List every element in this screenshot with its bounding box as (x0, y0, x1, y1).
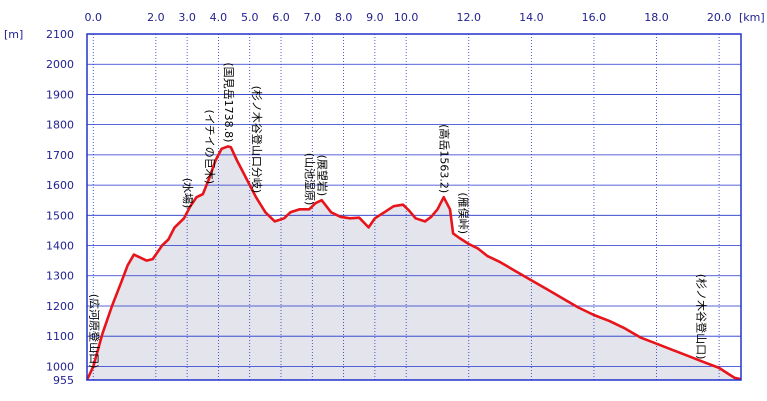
profile-area (87, 146, 741, 380)
peak-annotation: (雁俣峠) (457, 192, 471, 234)
plot-frame (86, 33, 742, 381)
x-tick-label: 5.0 (241, 11, 259, 24)
x-tick-label: 7.0 (304, 11, 322, 24)
y-tick-label: 1800 (46, 119, 74, 132)
y-tick-label: 1900 (46, 88, 74, 101)
x-axis-unit: [km] (739, 11, 765, 24)
y-tick-label: 1600 (46, 179, 74, 192)
profile-area-layer (87, 146, 741, 380)
grid-layer (87, 34, 741, 380)
x-tick-label: 9.0 (366, 11, 384, 24)
x-tick-label: 18.0 (644, 11, 669, 24)
peak-annotation: (展望岩) (316, 155, 330, 197)
x-tick-label: 2.0 (147, 11, 165, 24)
x-tick-label: 14.0 (519, 11, 544, 24)
elevation-line (85, 145, 742, 381)
y-tick-label: 1100 (46, 330, 74, 343)
x-tick-label: 20.0 (707, 11, 732, 24)
profile-line-layer (85, 145, 742, 381)
peak-annotation: (国見岳1738.8) (222, 62, 235, 142)
x-tick-label: 4.0 (210, 11, 228, 24)
x-tick-label: 3.0 (178, 11, 196, 24)
y-tick-label: 2000 (46, 58, 74, 71)
peak-annotation: (杉ノ木谷登山口分岐) (250, 86, 264, 194)
peak-annotation: (高岳1563.2) (438, 124, 452, 193)
peak-annotation: (イチイの巨木) (203, 110, 216, 185)
x-tick-label: 0.0 (85, 11, 103, 24)
x-axis-ticks: 0.0 2.0 3.0 4.0 5.0 6.0 7.0 8.0 9.0 10.0 12.0 14.0 1… (85, 11, 732, 24)
y-tick-label: 1000 (46, 360, 74, 373)
peak-annotation: (広河原登山口) (87, 294, 101, 369)
y-tick-label: 1200 (46, 300, 74, 313)
annotations-layer: (広河原登山口) (水場) (イチイの巨木) (国見岳1738.8) (杉ノ木谷登山口分… (87, 62, 708, 368)
x-tick-label: 16.0 (582, 11, 607, 24)
y-tick-label: 1400 (46, 240, 74, 253)
peak-annotation: (山池湿原) (303, 153, 316, 206)
peak-annotation: (杉ノ木谷登山口) (694, 274, 708, 360)
y-tick-label: 2100 (46, 28, 74, 41)
y-tick-label: 1700 (46, 149, 74, 162)
y-tick-label: 955 (53, 374, 74, 387)
y-tick-label: 1300 (46, 270, 74, 283)
x-tick-label: 6.0 (272, 11, 290, 24)
x-tick-label: 12.0 (457, 11, 482, 24)
y-axis-unit: [m] (4, 28, 23, 41)
x-tick-label: 10.0 (394, 11, 419, 24)
y-tick-label: 1500 (46, 209, 74, 222)
peak-annotation: (水場) (181, 178, 194, 209)
x-tick-label: 8.0 (335, 11, 353, 24)
